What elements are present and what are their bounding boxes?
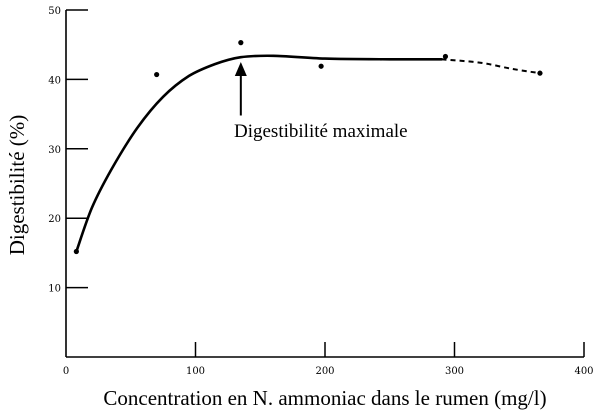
y-axis-title: Digestibilité (%) bbox=[5, 115, 29, 256]
y-tick-label: 40 bbox=[48, 75, 61, 86]
data-point bbox=[537, 70, 543, 76]
x-ticks: 0 100 200 300 400 bbox=[63, 342, 594, 377]
y-tick-label: 50 bbox=[48, 6, 61, 17]
x-axis-title: Concentration en N. ammoniac dans le rum… bbox=[103, 386, 546, 410]
data-point bbox=[442, 53, 449, 60]
annotation-arrow-head bbox=[234, 62, 247, 77]
fitted-curve bbox=[75, 54, 541, 253]
x-tick-label: 300 bbox=[445, 366, 464, 377]
y-tick-label: 20 bbox=[48, 214, 61, 225]
data-point bbox=[238, 40, 244, 46]
x-tick-label: 400 bbox=[574, 366, 593, 377]
data-point bbox=[154, 71, 160, 78]
y-tick-label: 10 bbox=[48, 284, 61, 295]
x-tick-label: 100 bbox=[186, 366, 205, 377]
curve-solid-segment bbox=[75, 54, 443, 253]
curve-dashed-segment bbox=[441, 58, 541, 75]
data-point bbox=[318, 63, 324, 69]
annotation: Digestibilité maximale bbox=[234, 62, 408, 142]
annotation-label: Digestibilité maximale bbox=[234, 121, 408, 142]
axes bbox=[65, 10, 584, 358]
y-tick-label: 30 bbox=[48, 145, 61, 156]
y-ticks: 10 20 30 40 50 bbox=[48, 6, 88, 295]
data-points bbox=[73, 40, 543, 255]
x-tick-label: 200 bbox=[315, 366, 334, 377]
data-point bbox=[73, 248, 79, 255]
x-tick-label: 0 bbox=[63, 366, 69, 377]
